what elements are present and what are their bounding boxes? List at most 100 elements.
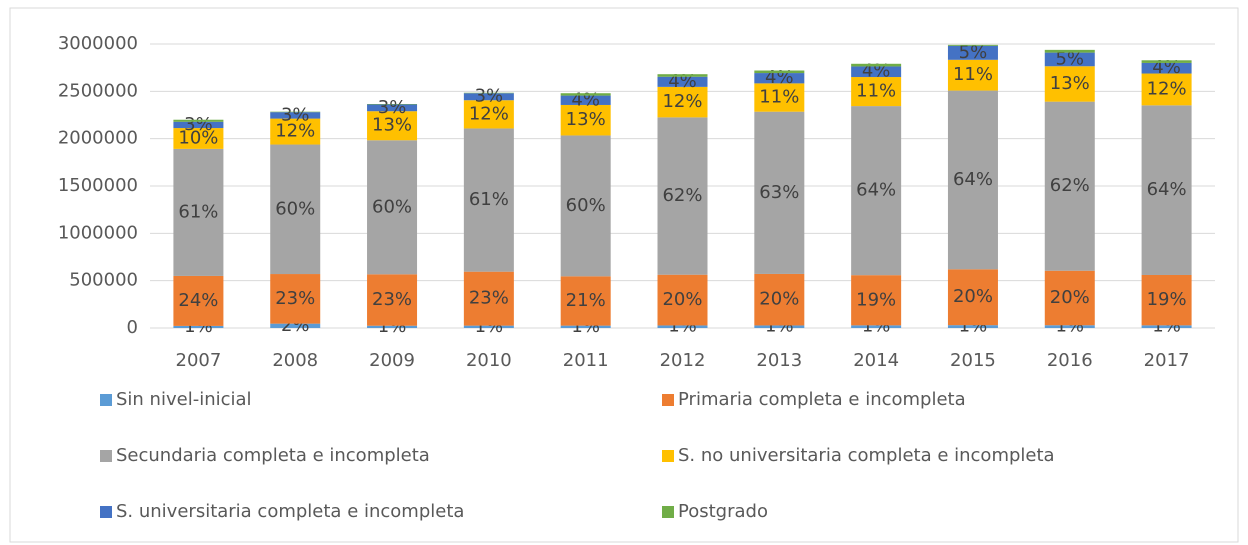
data-label: 24% bbox=[178, 290, 218, 311]
bar-segment bbox=[754, 325, 805, 328]
legend-label: Sin nivel-inicial bbox=[116, 389, 252, 410]
bar-segment bbox=[947, 44, 998, 46]
data-label: 19% bbox=[856, 289, 896, 310]
data-label: 13% bbox=[372, 115, 412, 136]
data-label: 4% bbox=[765, 67, 794, 88]
data-label: 63% bbox=[759, 182, 799, 203]
data-label: 12% bbox=[275, 121, 315, 142]
bar-segment bbox=[367, 140, 418, 275]
legend-label: Primaria completa e incompleta bbox=[678, 389, 966, 410]
bar-segment bbox=[560, 104, 611, 136]
bar-segment bbox=[1044, 52, 1095, 67]
bar-segment bbox=[851, 77, 902, 107]
legend-label: Postgrado bbox=[678, 501, 768, 522]
legend-label: S. universitaria completa e incompleta bbox=[116, 501, 464, 522]
data-label: 12% bbox=[1147, 78, 1187, 99]
bar-segment bbox=[463, 128, 514, 272]
data-label: 20% bbox=[1050, 287, 1090, 308]
bar-segment bbox=[657, 76, 708, 87]
bar-segment bbox=[173, 148, 224, 276]
data-label: 60% bbox=[275, 198, 315, 219]
data-label: 20% bbox=[953, 286, 993, 307]
bar-segment bbox=[173, 119, 224, 122]
x-tick-label: 2008 bbox=[272, 350, 318, 371]
bar-segment bbox=[657, 325, 708, 328]
x-tick-label: 2017 bbox=[1144, 350, 1190, 371]
data-label: 19% bbox=[1147, 289, 1187, 310]
y-tick-label: 2500000 bbox=[58, 80, 138, 101]
bar-segment bbox=[270, 323, 321, 328]
bar-segment bbox=[560, 325, 611, 328]
x-tick-label: 2015 bbox=[950, 350, 996, 371]
bar-segment bbox=[754, 273, 805, 326]
data-label: 61% bbox=[178, 201, 218, 222]
y-tick-label: 0 bbox=[127, 317, 138, 338]
bar-segment bbox=[463, 93, 514, 101]
legend-label: Secundaria completa e incompleta bbox=[116, 445, 430, 466]
bar-segment bbox=[173, 325, 224, 328]
data-label: 23% bbox=[469, 288, 509, 309]
bar-segment bbox=[754, 70, 805, 74]
data-label: 64% bbox=[856, 180, 896, 201]
bar-segment bbox=[947, 45, 998, 60]
bar-segment bbox=[947, 90, 998, 270]
legend-label: S. no universitaria completa e incomplet… bbox=[678, 445, 1055, 466]
bar-segment bbox=[754, 73, 805, 84]
bar-segment bbox=[560, 95, 611, 105]
data-label: 11% bbox=[953, 64, 993, 85]
bar-segment bbox=[947, 325, 998, 328]
data-label: 12% bbox=[469, 103, 509, 124]
bar-segment bbox=[657, 74, 708, 77]
bar-segment bbox=[1044, 325, 1095, 328]
data-label: 5% bbox=[1055, 48, 1084, 69]
bar-segment bbox=[560, 276, 611, 326]
y-tick-label: 1500000 bbox=[58, 175, 138, 196]
data-label: 13% bbox=[1050, 73, 1090, 94]
data-label: 3% bbox=[475, 86, 504, 107]
data-label: 3% bbox=[378, 97, 407, 118]
data-label: 11% bbox=[856, 81, 896, 102]
x-tick-label: 2012 bbox=[660, 350, 706, 371]
data-label: 3% bbox=[281, 104, 310, 125]
bar-segment bbox=[657, 86, 708, 118]
bar-segment bbox=[173, 275, 224, 326]
bar-segment bbox=[1044, 66, 1095, 102]
data-label: 60% bbox=[372, 196, 412, 217]
bar-segment bbox=[367, 104, 418, 112]
data-label: 62% bbox=[1050, 175, 1090, 196]
y-tick-label: 500000 bbox=[69, 270, 138, 291]
bar-segment bbox=[851, 63, 902, 67]
data-label: 13% bbox=[566, 109, 606, 130]
bar-segment bbox=[947, 269, 998, 326]
legend-swatch bbox=[662, 394, 674, 406]
x-tick-label: 2009 bbox=[369, 350, 415, 371]
bar-segment bbox=[1044, 49, 1095, 53]
x-tick-label: 2007 bbox=[176, 350, 222, 371]
bar-segment bbox=[463, 271, 514, 326]
data-label: 4% bbox=[571, 89, 600, 110]
x-tick-label: 2016 bbox=[1047, 350, 1093, 371]
bar-segment bbox=[947, 59, 998, 91]
x-tick-label: 2014 bbox=[853, 350, 899, 371]
data-label: 23% bbox=[372, 289, 412, 310]
bar-segment bbox=[270, 144, 321, 275]
legend-swatch bbox=[100, 506, 112, 518]
x-tick-label: 2013 bbox=[756, 350, 802, 371]
bar-segment bbox=[1141, 60, 1192, 63]
bar-segment bbox=[657, 274, 708, 326]
legend-swatch bbox=[662, 506, 674, 518]
legend-swatch bbox=[662, 450, 674, 462]
bar-segment bbox=[173, 121, 224, 129]
data-label: 21% bbox=[566, 290, 606, 311]
bar-segment bbox=[1141, 62, 1192, 74]
data-label: 5% bbox=[959, 42, 988, 63]
data-label: 61% bbox=[469, 189, 509, 210]
data-label: 11% bbox=[759, 87, 799, 108]
bar-segment bbox=[851, 106, 902, 276]
legend-swatch bbox=[100, 450, 112, 462]
data-label: 4% bbox=[668, 71, 697, 92]
data-label: 3% bbox=[184, 114, 213, 135]
bar-segment bbox=[754, 111, 805, 274]
y-tick-label: 2000000 bbox=[58, 128, 138, 149]
